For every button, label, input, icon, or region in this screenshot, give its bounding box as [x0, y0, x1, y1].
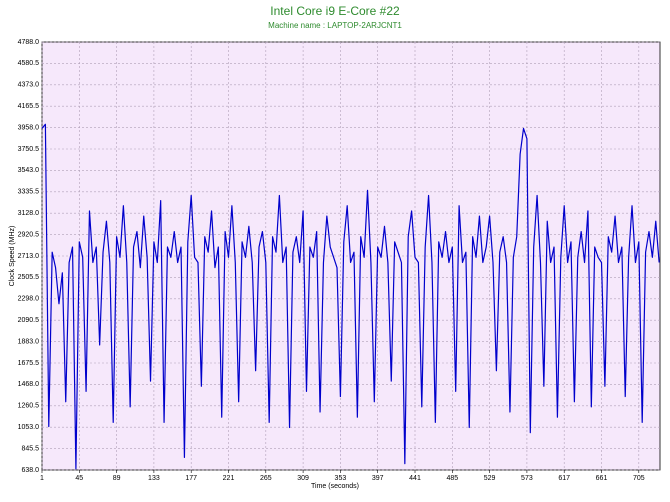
- x-tick-label: 353: [335, 475, 347, 482]
- y-tick-label: 1675.5: [18, 360, 40, 367]
- y-tick-label: 4373.0: [18, 82, 40, 89]
- x-tick-label: 485: [446, 475, 458, 482]
- y-tick-label: 845.5: [21, 445, 39, 452]
- x-tick-label: 397: [372, 475, 384, 482]
- y-tick-label: 3335.5: [18, 189, 40, 196]
- x-tick-label: 661: [596, 475, 608, 482]
- y-tick-label: 1468.0: [18, 381, 40, 388]
- x-tick-label: 573: [521, 475, 533, 482]
- y-tick-label: 4165.5: [18, 103, 40, 110]
- y-tick-label: 1883.0: [18, 338, 40, 345]
- y-tick-label: 638.0: [21, 467, 39, 474]
- x-tick-label: 529: [484, 475, 496, 482]
- y-tick-label: 2920.5: [18, 231, 40, 238]
- y-tick-label: 1260.5: [18, 403, 40, 410]
- y-tick-label: 2505.5: [18, 274, 40, 281]
- data-line: [41, 123, 660, 470]
- chart-subtitle: Machine name : LAPTOP-2ARJCNT1: [268, 21, 402, 30]
- y-tick-label: 2090.5: [18, 317, 40, 324]
- y-tick-label: 2298.0: [18, 296, 40, 303]
- x-tick-label: 617: [558, 475, 570, 482]
- y-tick-label: 2713.0: [18, 253, 40, 260]
- x-tick-label: 221: [223, 475, 235, 482]
- y-tick-label: 3958.0: [18, 124, 40, 131]
- x-tick-label: 309: [297, 475, 309, 482]
- x-tick-label: 265: [260, 475, 272, 482]
- x-axis-label: Time (seconds): [311, 483, 359, 490]
- y-axis-label: Clock Speed (MHz): [9, 226, 16, 287]
- y-tick-label: 3128.0: [18, 210, 40, 217]
- y-tick-label: 4788.0: [18, 39, 40, 46]
- y-tick-label: 3543.0: [18, 167, 40, 174]
- x-tick-label: 441: [409, 475, 421, 482]
- x-tick-label: 133: [148, 475, 160, 482]
- y-tick-label: 1053.0: [18, 424, 40, 431]
- x-tick-label: 705: [633, 475, 645, 482]
- y-tick-label: 4580.5: [18, 60, 40, 67]
- x-tick-label: 1: [40, 475, 44, 482]
- x-tick-label: 45: [75, 475, 83, 482]
- x-tick-label: 89: [113, 475, 121, 482]
- x-tick-label: 177: [185, 475, 197, 482]
- chart-title: Intel Core i9 E-Core #22: [270, 4, 400, 18]
- y-tick-label: 3750.5: [18, 146, 40, 153]
